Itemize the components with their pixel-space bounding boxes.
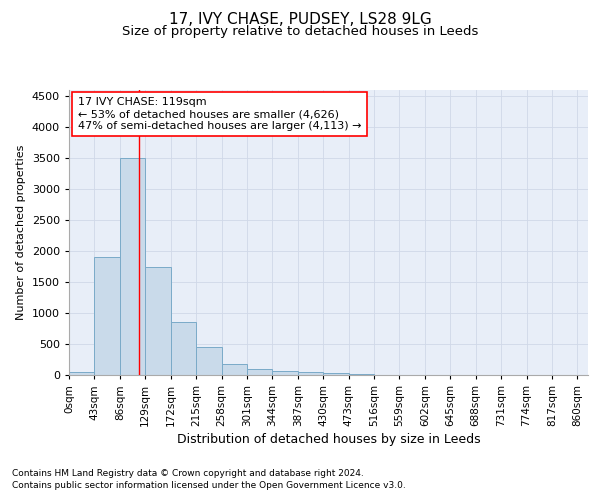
Text: Distribution of detached houses by size in Leeds: Distribution of detached houses by size … [177, 432, 481, 446]
Bar [170, 322, 196, 375]
Text: Contains HM Land Registry data © Crown copyright and database right 2024.: Contains HM Land Registry data © Crown c… [12, 468, 364, 477]
Bar [323, 373, 349, 375]
Bar [221, 364, 247, 375]
Bar [196, 346, 221, 375]
Bar [145, 266, 170, 375]
Bar [247, 369, 272, 375]
Text: 17 IVY CHASE: 119sqm
← 53% of detached houses are smaller (4,626)
47% of semi-de: 17 IVY CHASE: 119sqm ← 53% of detached h… [78, 98, 361, 130]
Bar [298, 372, 323, 375]
Bar [272, 372, 298, 375]
Bar [94, 258, 120, 375]
Text: Contains public sector information licensed under the Open Government Licence v3: Contains public sector information licen… [12, 481, 406, 490]
Bar [349, 374, 374, 375]
Text: Size of property relative to detached houses in Leeds: Size of property relative to detached ho… [122, 25, 478, 38]
Text: 17, IVY CHASE, PUDSEY, LS28 9LG: 17, IVY CHASE, PUDSEY, LS28 9LG [169, 12, 431, 28]
Bar [120, 158, 145, 375]
Y-axis label: Number of detached properties: Number of detached properties [16, 145, 26, 320]
Bar [69, 372, 94, 375]
